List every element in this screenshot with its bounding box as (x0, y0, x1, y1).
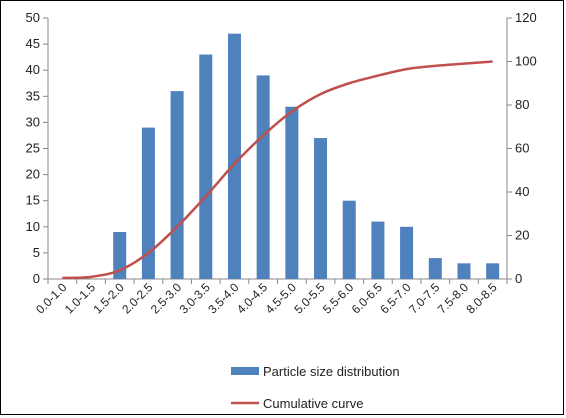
bar (113, 232, 127, 279)
y-left-tick-label: 30 (26, 114, 40, 129)
bar (342, 200, 356, 279)
x-tick-label: 5.0-5.5 (291, 280, 328, 317)
x-tick-label: 2.0-2.5 (119, 280, 156, 317)
x-tick-label: 7.5-8.0 (435, 280, 472, 317)
x-tick-label: 6.0-6.5 (349, 280, 386, 317)
x-tick-label: 8.0-8.5 (463, 280, 500, 317)
y-right-tick-label: 80 (515, 97, 529, 112)
y-left-tick-label: 20 (26, 167, 40, 182)
y-left-tick-label: 0 (33, 271, 40, 286)
bars (113, 33, 500, 280)
x-tick-label: 1.0-1.5 (62, 280, 99, 317)
legend: Particle size distribution Cumulative cur… (231, 364, 400, 411)
y-right-tick-label: 120 (515, 10, 537, 25)
x-tick-label: 3.0-3.5 (177, 280, 214, 317)
legend-label-line: Cumulative curve (263, 396, 363, 411)
bar (199, 54, 213, 279)
legend-bar-swatch (231, 367, 259, 375)
y-left-tick-label: 45 (26, 36, 40, 51)
y-right-tick-label: 100 (515, 54, 537, 69)
bar (285, 106, 299, 280)
y-left-tick-label: 35 (26, 88, 40, 103)
y-left-tick-label: 15 (26, 193, 40, 208)
bar (227, 33, 241, 279)
x-tick-label: 1.5-2.0 (91, 280, 128, 317)
bar (428, 258, 442, 279)
y-right-tick-label: 60 (515, 141, 529, 156)
cumulative-line-group (62, 60, 493, 280)
cumulative-curve-line (62, 60, 493, 280)
y-left-tick-label: 10 (26, 219, 40, 234)
y-right-tick-label: 0 (515, 271, 522, 286)
bar (371, 221, 385, 279)
x-tick-label: 2.5-3.0 (148, 280, 185, 317)
y-right-tick-label: 20 (515, 228, 529, 243)
y-left-tick-label: 50 (26, 10, 40, 25)
bar (170, 91, 184, 279)
x-tick-label: 6.5-7.0 (377, 280, 414, 317)
y-left-tick-label: 25 (26, 141, 40, 156)
x-tick-label: 4.0-4.5 (234, 280, 271, 317)
bar (141, 127, 155, 280)
bar (486, 263, 500, 279)
bar (400, 226, 414, 279)
x-tick-label: 5.5-6.0 (320, 280, 357, 317)
bar (457, 263, 471, 279)
y-left-tick-label: 40 (26, 62, 40, 77)
y-left-tick-label: 5 (33, 245, 40, 260)
x-tick-label: 7.0-7.5 (406, 280, 443, 317)
y-right-tick-label: 40 (515, 184, 529, 199)
x-tick-label: 4.5-5.0 (263, 280, 300, 317)
legend-label-bar: Particle size distribution (263, 364, 400, 379)
x-tick-label: 3.5-4.0 (205, 280, 242, 317)
bar (314, 138, 328, 279)
bar (256, 75, 270, 279)
